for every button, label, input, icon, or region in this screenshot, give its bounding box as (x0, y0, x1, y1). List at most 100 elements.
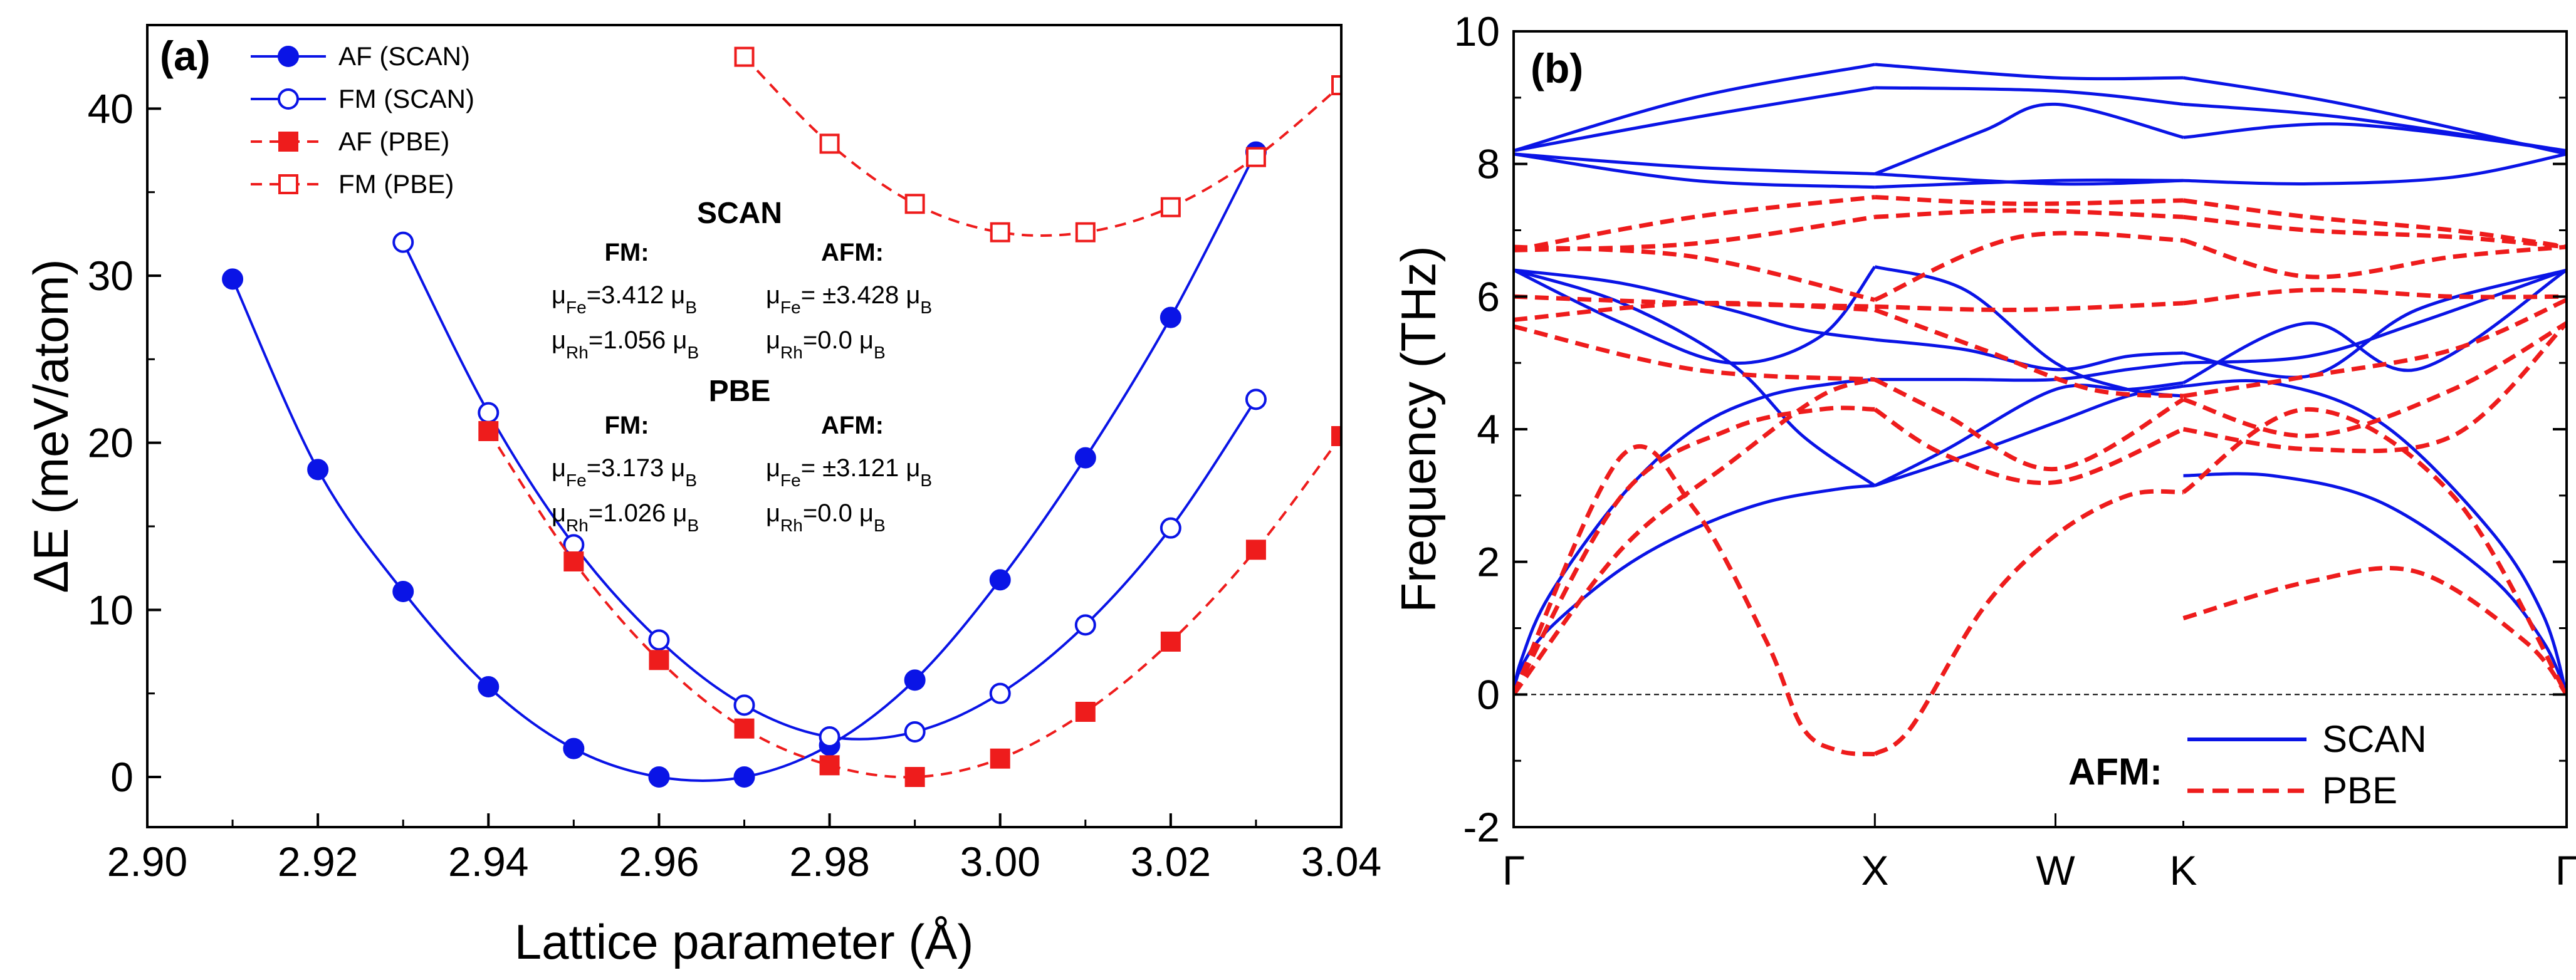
series-af-pbe (478, 421, 1341, 787)
band-pbe-3 (1514, 324, 1875, 382)
data-point (904, 669, 926, 691)
data-point (734, 46, 755, 67)
legend-entry-fm-scan: FM (SCAN) (338, 84, 474, 113)
band-pbe-14 (1875, 208, 2184, 219)
band-pbe-19 (2182, 321, 2567, 454)
scan-fm-fe-moment: μFe=3.412 μB (552, 281, 697, 317)
x-tick-label: 3.04 (1301, 838, 1381, 885)
data-point (1245, 540, 1266, 560)
scan-title: SCAN (697, 197, 782, 230)
band-pbe-17 (2182, 566, 2567, 696)
band-pbe-15 (1875, 195, 2184, 206)
band-pbe-13 (1875, 301, 2184, 313)
data-point (222, 268, 244, 290)
data-point (819, 133, 840, 154)
data-point (1074, 447, 1096, 469)
series-line (231, 151, 1257, 782)
panel-a-legend: AF (SCAN) FM (SCAN) AF (PBE) FM (PBE) (251, 41, 474, 199)
pbe-fm-fe-moment: μFe=3.173 μB (552, 454, 697, 490)
data-point (392, 231, 414, 253)
band-scan-21 (2182, 268, 2567, 385)
legend-marker (278, 88, 299, 110)
scan-fm-label: FM: (604, 239, 649, 266)
data-point (1160, 306, 1181, 328)
band-scan-16 (1874, 102, 2184, 175)
band-pbe-12 (1874, 308, 2184, 399)
band-scan-15 (1875, 178, 2184, 189)
data-point (563, 551, 584, 571)
pbe-afm-rh-moment: μRh=0.0 μB (766, 499, 886, 535)
data-point (904, 194, 925, 214)
x-tick-label: 2.94 (448, 838, 528, 885)
data-point (1160, 517, 1181, 539)
legend-background (2062, 708, 2438, 821)
pbe-afm-fe-moment: μFe= ±3.121 μB (766, 454, 932, 490)
data-point (734, 718, 755, 739)
legend-marker (278, 132, 298, 152)
series-line (487, 430, 1341, 779)
band-pbe-11 (1873, 377, 2185, 472)
band-pbe-16 (1873, 231, 2184, 302)
band-pbe-24 (2183, 214, 2567, 249)
scan-afm-label: AFM: (821, 239, 884, 266)
band-pbe-2 (1514, 377, 1876, 696)
legend-entry-fm-pbe: FM (PBE) (338, 169, 454, 199)
y-tick-label: 10 (1454, 8, 1500, 55)
panel-a-y-axis-label: ΔE (meV/atom) (23, 259, 78, 593)
x-tick-label: 2.92 (278, 838, 358, 885)
band-scan-1 (1514, 378, 1875, 695)
band-pbe-10 (1873, 407, 2184, 486)
bands-scan (1514, 63, 2567, 696)
data-point (478, 676, 500, 697)
band-scan-3 (1514, 268, 1875, 341)
band-scan-4 (1514, 266, 1877, 365)
data-point (904, 767, 925, 787)
band-pbe-18 (2182, 407, 2567, 696)
magnetic-moment-annotation: SCAN FM: AFM: μFe=3.412 μB μFe= ±3.428 μ… (552, 197, 932, 535)
panel-b-legend: AFM: SCAN PBE (2062, 708, 2438, 821)
y-tick-label: 8 (1477, 141, 1500, 187)
x-tick-label: 3.02 (1131, 838, 1211, 885)
data-point (733, 694, 755, 716)
series-fm-pbe (734, 46, 1341, 242)
band-scan-24 (2183, 152, 2567, 186)
y-tick-label: 6 (1477, 273, 1500, 320)
band-scan-19 (2183, 472, 2567, 696)
band-scan-13 (1874, 265, 2184, 398)
band-scan-11 (1875, 361, 2184, 382)
data-point (1245, 388, 1267, 410)
band-pbe-1 (1514, 405, 1875, 696)
panel-b-axes: -2 0 2 4 6 8 10 Γ X W K Γ (1454, 8, 2576, 894)
band-scan-27 (2183, 76, 2567, 156)
data-point (990, 222, 1010, 242)
band-scan-6 (1514, 86, 1875, 152)
data-point (819, 755, 840, 776)
data-point (563, 534, 585, 556)
legend-title-afm: AFM: (2068, 751, 2162, 793)
data-point (649, 650, 669, 670)
x-tick-label: 2.98 (789, 838, 869, 885)
k-point-label-4: Γ (2555, 847, 2576, 894)
band-scan-20 (2183, 379, 2567, 696)
y-tick-label: 40 (88, 85, 134, 132)
band-pbe-25 (2183, 198, 2567, 249)
data-point (1245, 147, 1266, 167)
scan-afm-rh-moment: μRh=0.0 μB (766, 326, 886, 362)
band-scan-5 (1514, 152, 1875, 175)
k-point-label-2: W (2036, 847, 2075, 894)
scan-afm-fe-moment: μFe= ±3.428 μB (766, 281, 932, 317)
k-point-label-1: X (1861, 847, 1888, 894)
pbe-fm-label: FM: (604, 412, 649, 439)
data-point (989, 682, 1011, 704)
x-tick-label: 2.96 (619, 838, 699, 885)
panel-a-label: (a) (160, 33, 211, 79)
legend-marker (278, 174, 298, 194)
series-af-scan (222, 141, 1267, 788)
panel-a-plot-area (222, 46, 1341, 788)
k-point-label-3: K (2169, 847, 2197, 894)
panel-a-x-axis-label: Lattice parameter (Å) (515, 914, 974, 969)
data-point (819, 726, 840, 748)
data-point (1074, 614, 1096, 636)
data-point (990, 748, 1010, 769)
